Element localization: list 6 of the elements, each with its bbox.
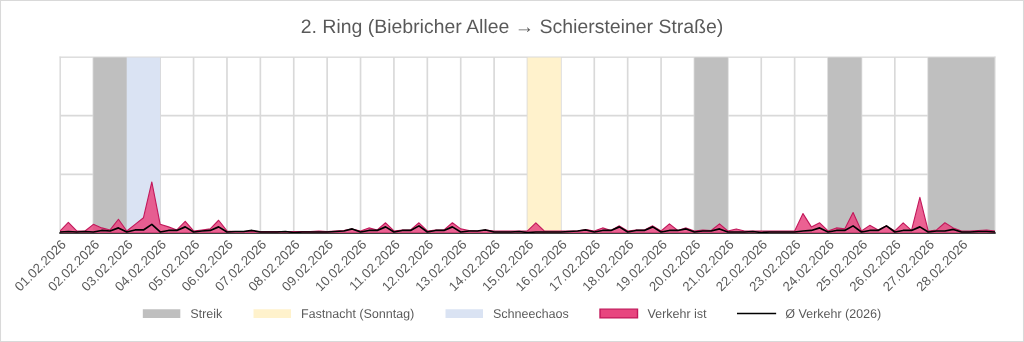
chart-title: 2. Ring (Biebricher Allee → Schiersteiner Straße) bbox=[301, 18, 723, 38]
legend-label: Streik bbox=[190, 308, 223, 319]
legend-label: Schneechaos bbox=[493, 308, 569, 319]
legend-label: Ø Verkehr (2026) bbox=[785, 308, 881, 321]
legend-label: Verkehr ist bbox=[647, 308, 707, 319]
legend-label: Fastnacht (Sonntag) bbox=[302, 308, 414, 321]
